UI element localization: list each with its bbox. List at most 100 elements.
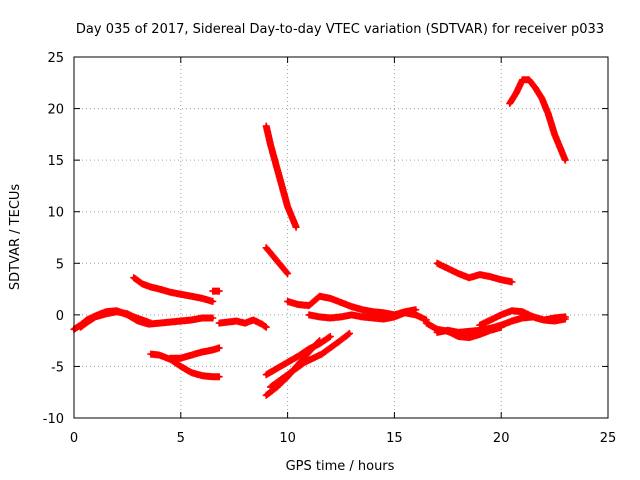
x-tick-label: 25 — [600, 431, 617, 446]
data-point — [488, 318, 493, 322]
data-point — [132, 276, 136, 280]
data-point — [339, 300, 343, 305]
y-tick-label: -5 — [51, 360, 64, 375]
data-point — [179, 364, 183, 369]
data-point — [467, 335, 471, 340]
data-point — [264, 325, 268, 329]
plus-marker-trail — [506, 76, 569, 164]
data-point — [360, 315, 364, 319]
data-point — [435, 261, 439, 265]
plus-marker-trail — [267, 329, 353, 391]
data-point — [320, 352, 324, 356]
plot-frame — [73, 56, 609, 419]
data-point — [179, 292, 183, 296]
data-point — [294, 225, 298, 229]
data-point — [510, 309, 514, 313]
data-point — [286, 360, 290, 364]
y-tick-label: -10 — [43, 412, 64, 427]
data-point — [307, 350, 311, 354]
data-points — [70, 76, 569, 399]
axis-ticks — [73, 56, 609, 419]
y-tick-label: 10 — [47, 206, 64, 221]
data-point — [553, 316, 557, 320]
data-point — [318, 339, 322, 343]
data-point — [499, 278, 503, 282]
series-arc-18 — [433, 259, 516, 286]
data-point — [264, 124, 268, 128]
data-point — [132, 315, 136, 319]
series-arc-02 — [76, 308, 155, 331]
y-axis-title: SDTVAR / TECUs — [8, 184, 23, 291]
data-point — [488, 326, 493, 330]
data-point — [514, 91, 518, 95]
data-point — [281, 266, 285, 271]
data-point — [264, 246, 268, 250]
data-point — [318, 315, 322, 319]
series-arc-04 — [209, 287, 223, 295]
data-point — [467, 276, 471, 280]
data-point — [307, 303, 311, 308]
data-point — [157, 287, 162, 291]
data-point — [531, 315, 535, 319]
data-point — [456, 330, 461, 334]
x-axis-title: GPS time / hours — [286, 459, 395, 474]
grid-lines — [74, 57, 608, 418]
data-point — [446, 328, 450, 332]
data-point — [277, 174, 281, 178]
data-point — [286, 373, 290, 377]
data-point — [371, 310, 375, 314]
data-point — [217, 321, 221, 325]
plus-marker-trail — [130, 274, 217, 305]
data-point — [303, 360, 307, 364]
data-point — [424, 321, 429, 325]
series-arc-08 — [262, 122, 300, 231]
data-point — [520, 78, 525, 82]
data-point — [281, 189, 285, 193]
series-arc-19 — [506, 76, 569, 164]
y-tick-label: 5 — [56, 257, 64, 272]
data-point — [260, 322, 264, 326]
data-point — [347, 331, 352, 336]
data-point — [328, 316, 332, 320]
data-point — [268, 143, 273, 147]
data-point — [392, 315, 396, 319]
data-point — [350, 313, 354, 317]
data-point — [286, 299, 290, 304]
data-point — [435, 330, 439, 334]
data-point — [382, 311, 386, 315]
data-point — [546, 112, 550, 116]
series-arc-07 — [215, 316, 270, 331]
data-point — [211, 289, 215, 293]
data-point — [403, 311, 407, 315]
data-point — [286, 204, 290, 209]
data-point — [277, 261, 281, 265]
data-point — [563, 315, 567, 319]
data-point — [553, 132, 557, 136]
data-point — [563, 158, 567, 162]
data-point — [488, 275, 493, 279]
data-point — [478, 328, 482, 332]
data-point — [478, 323, 482, 327]
data-point — [273, 158, 277, 162]
data-point — [149, 352, 153, 356]
data-point — [251, 318, 256, 322]
data-point — [200, 350, 204, 354]
data-point — [93, 315, 97, 319]
data-point — [125, 312, 129, 316]
data-point — [211, 375, 215, 379]
data-point — [200, 374, 204, 378]
data-point — [540, 96, 544, 100]
series-arc-17 — [476, 307, 569, 329]
data-point — [478, 273, 482, 277]
chart-title: Day 035 of 2017, Sidereal Day-to-day VTE… — [76, 22, 604, 37]
data-point — [149, 285, 153, 289]
data-point — [290, 215, 294, 219]
data-point — [467, 329, 471, 333]
data-point — [510, 319, 514, 323]
series-arc-03 — [130, 274, 217, 305]
data-point — [157, 353, 162, 357]
data-point — [559, 148, 563, 152]
data-point — [510, 280, 514, 284]
data-point — [189, 353, 194, 357]
